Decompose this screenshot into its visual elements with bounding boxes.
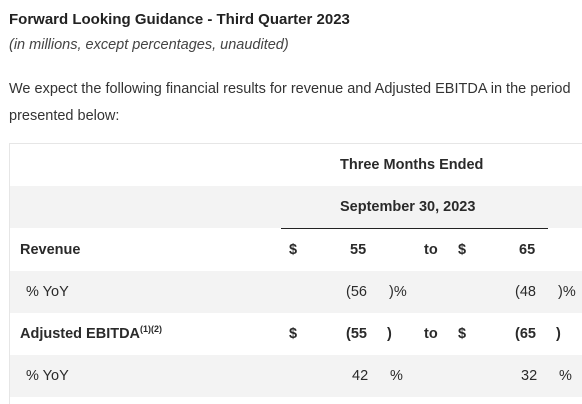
- range-to-label: to: [424, 242, 438, 258]
- table-row-ebitda-yoy: % YoY 42 % 32 %: [10, 355, 582, 397]
- intro-paragraph: We expect the following financial result…: [9, 81, 571, 124]
- table-row-revenue: Revenue $ 55 to $ 65: [10, 229, 582, 271]
- guidance-table: Three Months Ended September 30, 2023 Re…: [9, 143, 582, 404]
- adjusted-ebitda-label: Adjusted EBITDA: [20, 326, 141, 342]
- table-header-row-date: September 30, 2023: [10, 186, 582, 228]
- page-heading: Forward Looking Guidance - Third Quarter…: [9, 11, 350, 28]
- revenue-high-value: 65: [519, 242, 536, 258]
- currency-symbol: $: [458, 326, 467, 342]
- table-header-row-period: Three Months Ended: [10, 144, 582, 186]
- ebitda-low-value: (55: [346, 326, 367, 342]
- ebitda-yoy-low-value: 42: [352, 368, 369, 384]
- table-row-adjusted-ebitda: Adjusted EBITDA(1)(2) $ (55 ) to $ (65 ): [10, 313, 582, 355]
- currency-symbol: $: [289, 242, 298, 258]
- currency-symbol: $: [289, 326, 298, 342]
- ebitda-yoy-high-suffix: %: [559, 368, 572, 384]
- header-underline: [281, 228, 548, 229]
- revenue-yoy-high-value: (48: [515, 284, 536, 300]
- header-period-date: September 30, 2023: [340, 199, 476, 215]
- row-label-adjusted-ebitda: Adjusted EBITDA(1)(2): [20, 313, 162, 355]
- ebitda-high-value: (65: [515, 326, 536, 342]
- table-row-revenue-yoy: % YoY (56 )% (48 )%: [10, 271, 582, 313]
- row-label-yoy: % YoY: [26, 368, 69, 384]
- ebitda-yoy-low-suffix: %: [390, 368, 403, 384]
- footnote-reference: (1)(2): [140, 324, 163, 335]
- header-three-months-ended: Three Months Ended: [340, 157, 484, 173]
- row-label-revenue: Revenue: [20, 242, 81, 258]
- ebitda-low-suffix: ): [387, 326, 392, 342]
- units-note: (in millions, except percentages, unaudi…: [9, 37, 289, 53]
- ebitda-high-suffix: ): [556, 326, 561, 342]
- currency-symbol: $: [458, 242, 467, 258]
- revenue-yoy-low-value: (56: [346, 284, 367, 300]
- row-label-yoy: % YoY: [26, 284, 69, 300]
- revenue-low-value: 55: [350, 242, 367, 258]
- revenue-yoy-high-suffix: )%: [558, 284, 576, 300]
- revenue-yoy-low-suffix: )%: [389, 284, 407, 300]
- range-to-label: to: [424, 326, 438, 342]
- ebitda-yoy-high-value: 32: [521, 368, 538, 384]
